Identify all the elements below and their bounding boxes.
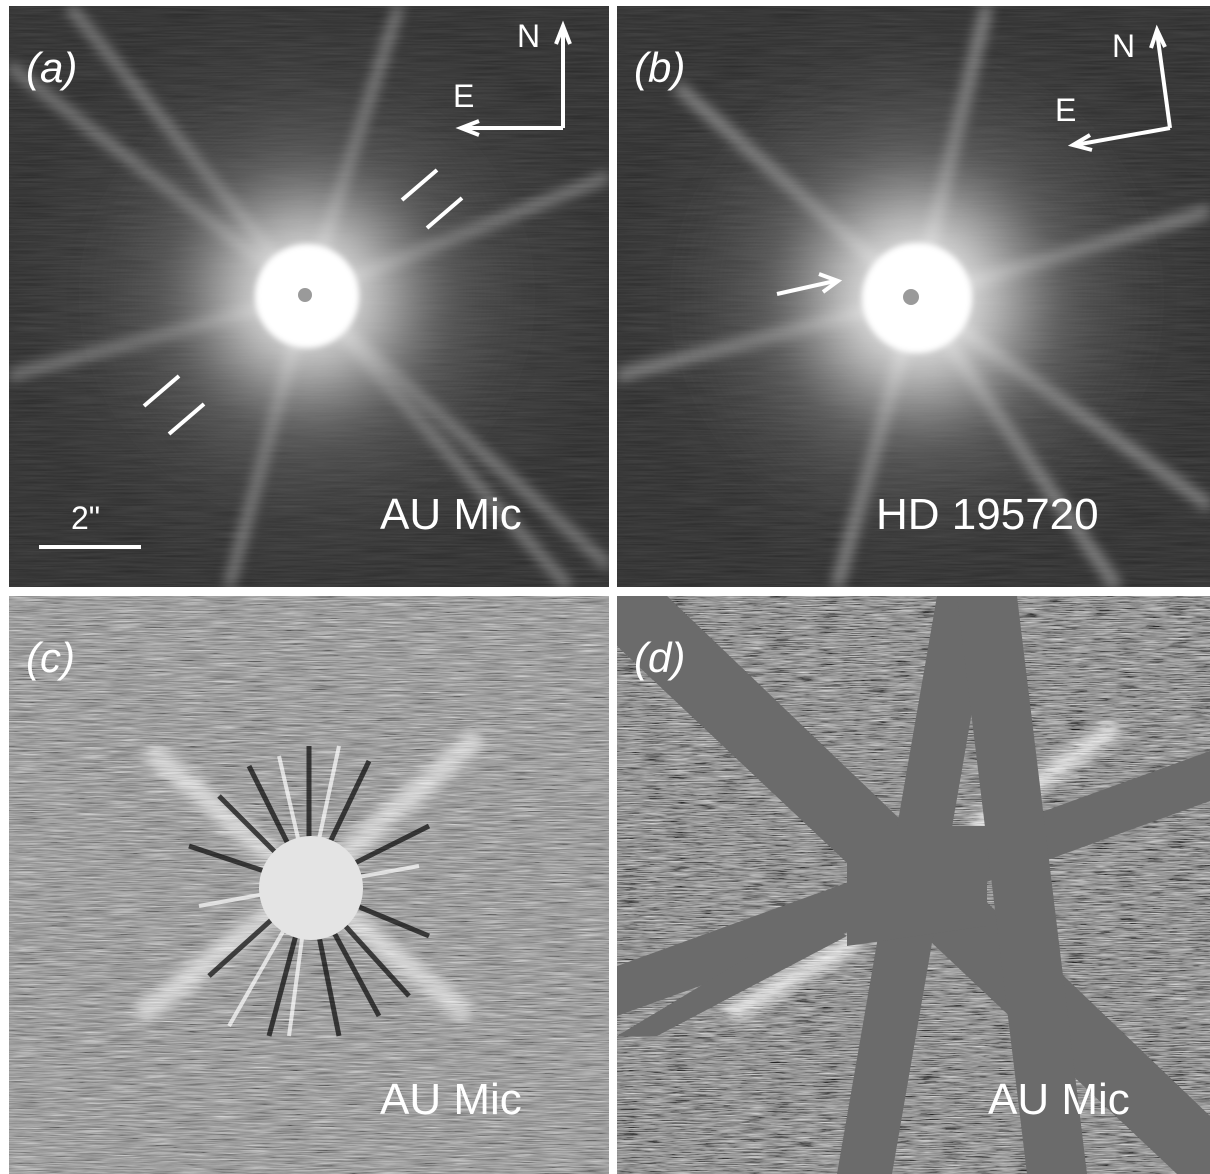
east-label: E — [453, 78, 475, 114]
east-label: E — [1055, 92, 1077, 128]
panel-d-image — [617, 596, 1210, 1174]
panel-c: (c) AU Mic — [9, 596, 609, 1174]
panel-label: (a) — [26, 44, 78, 91]
panel-label: (d) — [634, 634, 686, 681]
target-name: HD 195720 — [876, 490, 1099, 539]
panel-c-image — [9, 596, 609, 1174]
panel-b-image — [617, 6, 1210, 587]
panel-d: (d) AU Mic — [617, 596, 1210, 1174]
panel-b: (b) N E HD 195720 — [617, 6, 1210, 587]
scale-label: 2" — [71, 500, 101, 536]
target-name: AU Mic — [380, 1075, 522, 1124]
panel-a: (a) N E 2" AU Mic — [9, 6, 609, 587]
panel-label: (b) — [634, 44, 686, 91]
target-name: AU Mic — [988, 1075, 1130, 1124]
target-name: AU Mic — [380, 490, 522, 539]
north-label: N — [1112, 28, 1136, 64]
north-label: N — [517, 18, 541, 54]
panel-label: (c) — [26, 634, 75, 681]
